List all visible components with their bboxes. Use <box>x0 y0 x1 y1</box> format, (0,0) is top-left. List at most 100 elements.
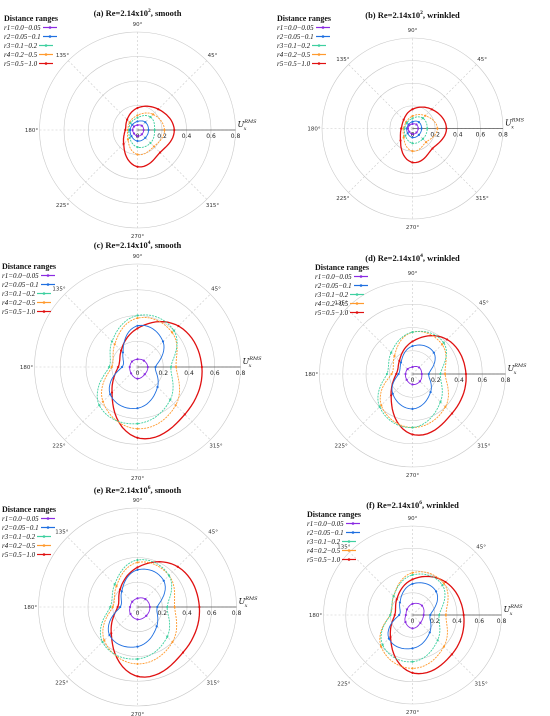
series-point-r1 <box>130 372 133 375</box>
legend-swatch-marker <box>48 26 51 29</box>
polar-chart: 90° 45° 135° 180° 225° 270° 315° 0.2 0.4 0.6 0.8 0 U… <box>20 254 262 480</box>
series-point-r3 <box>436 639 439 642</box>
series-point-r5 <box>136 165 139 168</box>
series-point-r5 <box>445 127 448 130</box>
series-point-r3 <box>426 127 429 130</box>
series-point-r5 <box>124 128 127 132</box>
series-point-r5 <box>136 327 139 330</box>
series-point-r5 <box>122 142 125 145</box>
radial-tick-label: 0.6 <box>477 377 487 384</box>
panel-e: (e) Re=2.14x106, smooth 90° 45° 135° 180° 22… <box>0 480 275 716</box>
legend-swatch-marker <box>351 531 354 534</box>
legend-swatch-marker <box>317 62 321 65</box>
angular-tick-label: 225° <box>56 203 69 209</box>
series-point-r2 <box>411 120 414 123</box>
series-point-r1 <box>406 367 409 371</box>
series-point-r2 <box>417 121 420 124</box>
grid-spoke <box>412 373 479 440</box>
series-point-r1 <box>131 128 134 132</box>
angular-tick-label: 135° <box>55 529 68 535</box>
legend-swatch-marker <box>359 275 362 278</box>
title-suffix: , smooth <box>150 485 182 495</box>
radial-tick-label: 0.4 <box>184 370 194 377</box>
series-point-r3 <box>411 426 414 429</box>
polar-chart: 90° 45° 135° 180° 225° 270° 315° 0.2 0.4 0.6 0.8 0 U… <box>305 271 528 477</box>
series-point-r2 <box>136 324 139 327</box>
series-point-r2 <box>136 568 139 571</box>
series-point-r1 <box>411 627 414 630</box>
series-point-r4 <box>111 605 114 609</box>
series-point-r2 <box>121 351 125 354</box>
axis-label: URMS x <box>508 363 528 376</box>
series-point-r2 <box>154 365 157 369</box>
series-point-r3 <box>439 400 442 404</box>
series-point-r1 <box>136 124 139 127</box>
series-point-r3 <box>136 422 139 425</box>
title-main: (b) Re=2.14x10 <box>365 10 421 20</box>
series-point-r5 <box>411 340 414 343</box>
angular-tick-label: 270° <box>131 476 144 480</box>
series-point-r4 <box>163 128 166 132</box>
legend-label: r2=0.05−0.1 <box>2 280 39 289</box>
angular-tick-label: 225° <box>337 682 350 688</box>
angular-tick-label: 270° <box>406 710 419 714</box>
radial-tick-label: 0.8 <box>498 132 508 139</box>
series-point-r5 <box>200 365 203 369</box>
series-point-r3 <box>405 121 409 125</box>
series-point-r5 <box>395 372 398 376</box>
legend-label: r1=0.0−0.05 <box>277 23 314 32</box>
series-point-r3 <box>169 398 172 401</box>
series-point-r2 <box>129 128 132 132</box>
legend-label: r5=0.5−1.0 <box>4 59 38 68</box>
series-point-r1 <box>145 614 148 617</box>
series-point-r1 <box>406 127 410 130</box>
angular-tick-label: 135° <box>337 544 350 550</box>
series-point-r3 <box>98 404 101 407</box>
series-point-r1 <box>405 608 409 611</box>
series-point-r2 <box>411 582 414 585</box>
legend-swatch <box>342 558 357 561</box>
legend-swatch <box>353 284 368 287</box>
title-suffix: , smooth <box>150 8 182 18</box>
angular-tick-label: 90° <box>133 498 143 504</box>
series-point-r1 <box>404 620 407 624</box>
series-point-r5 <box>110 391 114 394</box>
series-point-r3 <box>411 331 414 334</box>
series-point-r3 <box>392 595 395 598</box>
series-point-r5 <box>430 108 433 111</box>
series-point-r4 <box>113 343 116 346</box>
angular-tick-label: 315° <box>477 443 490 449</box>
title-exp: 4 <box>420 253 423 260</box>
legend: Distance ranges r1=0.0−0.05 r2=0.05−0.1 r3=… <box>315 263 369 317</box>
series-point-r2 <box>417 133 420 136</box>
series-point-r5 <box>450 653 453 656</box>
title-main: (a) Re=2.14x10 <box>93 8 148 18</box>
legend-swatch-marker <box>355 293 359 296</box>
legend-swatch-marker <box>355 302 359 305</box>
series-point-r1 <box>130 360 134 363</box>
series-point-r2 <box>136 407 139 410</box>
grid-spoke <box>137 536 208 608</box>
angular-tick-label: 225° <box>52 443 65 449</box>
series-point-r3 <box>136 558 139 562</box>
radial-tick-label: 0.4 <box>453 132 463 139</box>
series-point-r5 <box>411 433 414 436</box>
radial-tick-label: 0.2 <box>431 377 441 384</box>
series-point-r2 <box>429 613 432 617</box>
series-point-r3 <box>378 405 381 408</box>
series-point-r5 <box>445 338 449 341</box>
series-point-r1 <box>132 125 136 128</box>
legend-swatch <box>345 522 360 525</box>
legend-swatch <box>39 62 54 65</box>
series-point-r4 <box>136 427 139 430</box>
radial-tick-label: 0.2 <box>158 370 168 377</box>
series-point-r4 <box>442 582 446 585</box>
series-point-r4 <box>411 114 414 118</box>
series-point-r5 <box>136 436 139 439</box>
angular-tick-label: 90° <box>408 271 418 277</box>
series-point-r1 <box>131 600 134 603</box>
legend-swatch <box>42 35 57 38</box>
series-point-r3 <box>438 613 441 617</box>
legend-swatch-marker <box>359 284 362 287</box>
legend: Distance ranges r1=0.0−0.05 r2=0.05−0.1 r3=… <box>4 14 58 68</box>
